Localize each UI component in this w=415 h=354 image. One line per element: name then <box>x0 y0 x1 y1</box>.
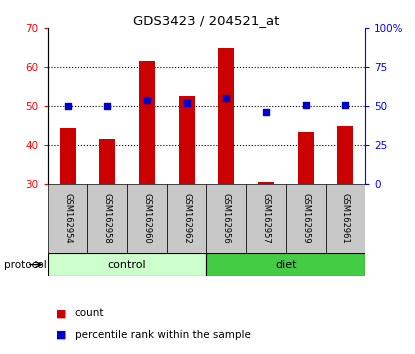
Text: GSM162954: GSM162954 <box>63 193 72 244</box>
Text: control: control <box>108 259 146 270</box>
Bar <box>139 62 155 184</box>
Bar <box>325 184 365 253</box>
Text: GSM162957: GSM162957 <box>261 193 271 244</box>
Point <box>303 102 309 108</box>
Bar <box>127 184 167 253</box>
Bar <box>258 182 274 184</box>
Text: GSM162961: GSM162961 <box>341 193 350 244</box>
Point <box>183 100 190 106</box>
Bar <box>88 184 127 253</box>
Text: GSM162962: GSM162962 <box>182 193 191 244</box>
Bar <box>99 139 115 184</box>
Bar <box>207 253 365 276</box>
Bar <box>48 253 207 276</box>
Text: GSM162959: GSM162959 <box>301 193 310 244</box>
Text: ■: ■ <box>56 308 66 318</box>
Bar <box>246 184 286 253</box>
Point <box>223 96 229 101</box>
Bar <box>167 184 207 253</box>
Bar <box>337 126 353 184</box>
Text: GSM162956: GSM162956 <box>222 193 231 244</box>
Point <box>64 103 71 109</box>
Text: diet: diet <box>275 259 297 270</box>
Bar <box>286 184 325 253</box>
Title: GDS3423 / 204521_at: GDS3423 / 204521_at <box>133 14 280 27</box>
Bar <box>179 97 195 184</box>
Text: ■: ■ <box>56 330 66 339</box>
Bar <box>60 128 76 184</box>
Text: GSM162960: GSM162960 <box>142 193 151 244</box>
Bar <box>298 131 314 184</box>
Point <box>144 97 150 103</box>
Text: count: count <box>75 308 104 318</box>
Bar <box>218 48 234 184</box>
Text: protocol: protocol <box>4 259 47 270</box>
Bar <box>48 184 88 253</box>
Point <box>263 110 269 115</box>
Bar <box>207 184 246 253</box>
Point <box>104 103 110 109</box>
Text: GSM162958: GSM162958 <box>103 193 112 244</box>
Text: percentile rank within the sample: percentile rank within the sample <box>75 330 251 339</box>
Point <box>342 102 349 108</box>
